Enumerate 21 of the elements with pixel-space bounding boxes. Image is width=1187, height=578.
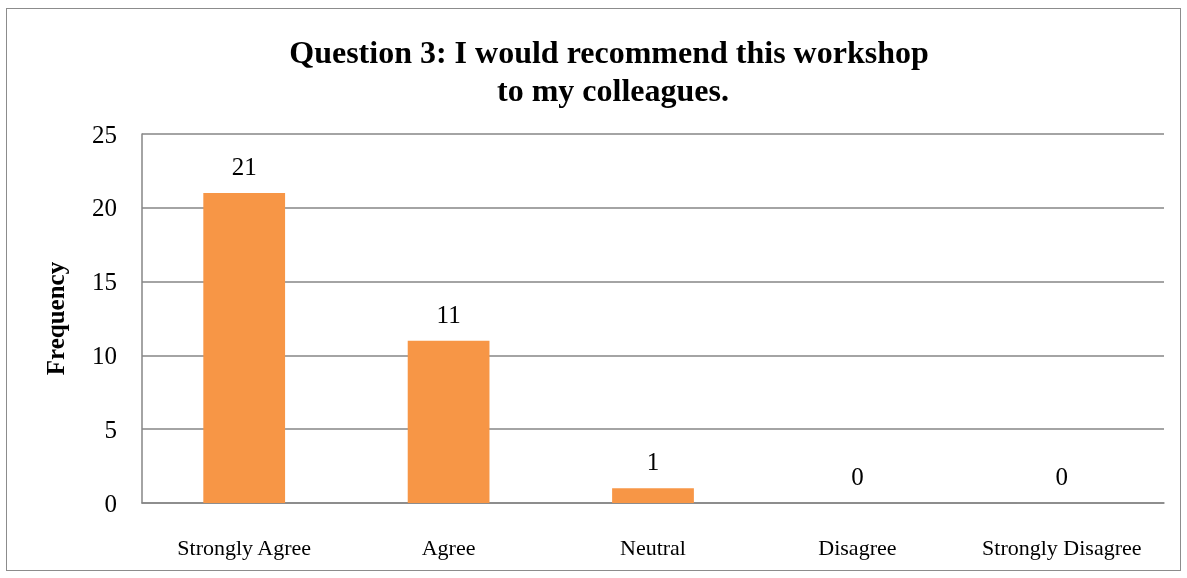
data-label: 0	[851, 463, 864, 490]
y-tick-label: 20	[92, 194, 117, 222]
data-label: 11	[436, 300, 461, 328]
bar	[612, 488, 694, 503]
y-tick-label: 5	[104, 415, 117, 443]
y-tick-label: 25	[92, 120, 117, 148]
bar	[203, 193, 286, 503]
x-tick-label: Neutral	[620, 534, 686, 560]
y-tick-label: 15	[92, 268, 117, 296]
bar	[407, 340, 490, 503]
data-label: 0	[1055, 463, 1069, 490]
y-tick-label: 0	[104, 489, 117, 517]
x-tick-label: Disagree	[818, 534, 897, 560]
x-tick-label: Strongly Disagree	[982, 534, 1142, 560]
y-tick-label: 10	[92, 341, 117, 369]
y-axis-title: Frequency	[42, 261, 69, 376]
x-tick-label: Agree	[421, 534, 476, 560]
data-label: 1	[646, 448, 660, 476]
x-tick-label: Strongly Agree	[177, 534, 312, 560]
chart-title: Question 3: I would recommend this workshop to my colleagues.	[289, 34, 937, 108]
data-label: 21	[231, 153, 257, 181]
